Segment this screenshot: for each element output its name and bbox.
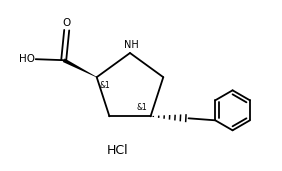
Text: &1: &1	[136, 103, 147, 112]
Text: O: O	[63, 18, 71, 28]
Text: NH: NH	[124, 40, 138, 50]
Text: HCl: HCl	[107, 144, 129, 157]
Text: HO: HO	[19, 54, 35, 64]
Polygon shape	[63, 58, 97, 77]
Text: &1: &1	[100, 81, 111, 90]
